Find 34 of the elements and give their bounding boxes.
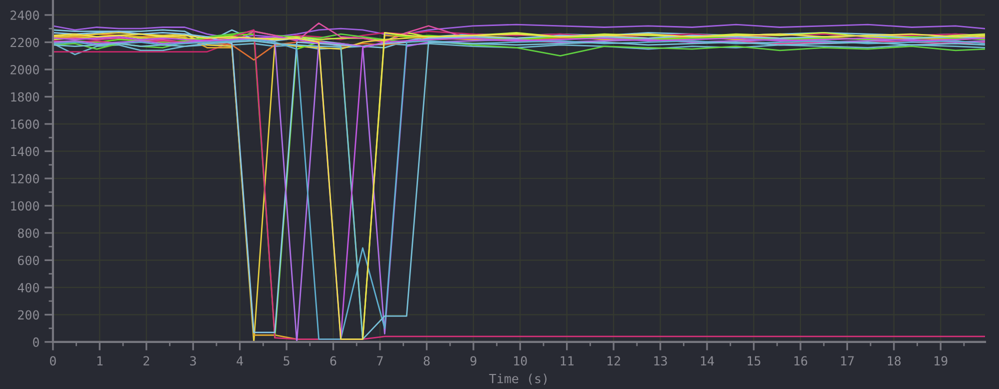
y-tick-label: 2000 bbox=[10, 64, 39, 74]
x-tick-label: 16 bbox=[794, 356, 808, 366]
x-tick-label: 2 bbox=[144, 356, 150, 366]
x-tick-label: 10 bbox=[514, 356, 527, 366]
x-tick-label: 15 bbox=[748, 356, 760, 366]
x-tick-label: 11 bbox=[560, 356, 574, 366]
x-tick-label: 14 bbox=[701, 356, 714, 366]
x-axis-title: Time (s) bbox=[489, 374, 546, 385]
y-tick-label: 1400 bbox=[11, 146, 39, 156]
x-tick-label: 5 bbox=[284, 356, 290, 366]
y-tick-label: 2400 bbox=[10, 10, 39, 20]
x-tick-label: 7 bbox=[377, 356, 383, 366]
x-tick-label: 17 bbox=[841, 356, 854, 366]
x-tick-label: 18 bbox=[888, 356, 901, 366]
x-tick-label: 19 bbox=[934, 356, 948, 366]
y-tick-label: 1600 bbox=[11, 119, 39, 129]
x-tick-label: 4 bbox=[236, 356, 243, 366]
x-tick-label: 12 bbox=[608, 356, 620, 366]
x-tick-label: 6 bbox=[330, 356, 336, 366]
y-tick-label: 1800 bbox=[11, 92, 39, 102]
y-tick-label: 0 bbox=[33, 337, 39, 347]
x-tick-label: 8 bbox=[424, 356, 430, 366]
x-tick-label: 0 bbox=[50, 356, 56, 366]
x-tick-label: 1 bbox=[97, 356, 103, 366]
y-tick-label: 800 bbox=[18, 228, 39, 238]
x-tick-label: 9 bbox=[470, 356, 476, 366]
y-tick-label: 1200 bbox=[11, 174, 39, 184]
x-tick-label: 13 bbox=[654, 356, 667, 366]
y-tick-label: 2200 bbox=[10, 38, 39, 48]
y-tick-label: 400 bbox=[18, 282, 39, 292]
y-tick-label: 600 bbox=[18, 256, 39, 266]
y-tick-label: 200 bbox=[18, 310, 39, 320]
y-tick-label: 1000 bbox=[11, 201, 39, 211]
x-tick-label: 3 bbox=[190, 356, 196, 366]
